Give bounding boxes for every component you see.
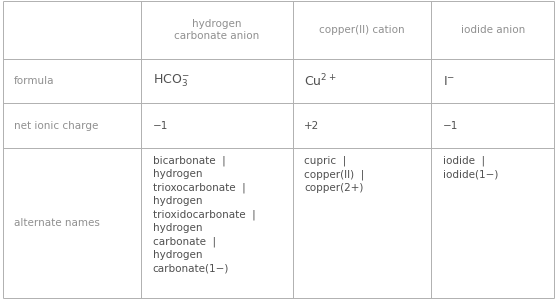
Text: net ionic charge: net ionic charge	[14, 121, 98, 131]
Text: copper(II) cation: copper(II) cation	[319, 25, 405, 35]
Text: −1: −1	[443, 121, 458, 131]
Text: HCO$_3^{-}$: HCO$_3^{-}$	[153, 73, 189, 89]
Text: bicarbonate  |
hydrogen
trioxocarbonate  |
hydrogen
trioxidocarbonate  |
hydroge: bicarbonate | hydrogen trioxocarbonate |…	[153, 155, 255, 273]
Text: cupric  |
copper(II)  |
copper(2+): cupric | copper(II) | copper(2+)	[304, 155, 364, 193]
Text: I$^{-}$: I$^{-}$	[443, 75, 455, 88]
Text: −1: −1	[153, 121, 168, 131]
Text: iodide anion: iodide anion	[461, 25, 525, 35]
Text: iodide  |
iodide(1−): iodide | iodide(1−)	[443, 155, 498, 179]
Text: alternate names: alternate names	[14, 218, 100, 228]
Text: hydrogen
carbonate anion: hydrogen carbonate anion	[174, 19, 260, 41]
Text: Cu$^{2+}$: Cu$^{2+}$	[304, 73, 336, 89]
Text: +2: +2	[304, 121, 319, 131]
Text: formula: formula	[14, 76, 55, 86]
